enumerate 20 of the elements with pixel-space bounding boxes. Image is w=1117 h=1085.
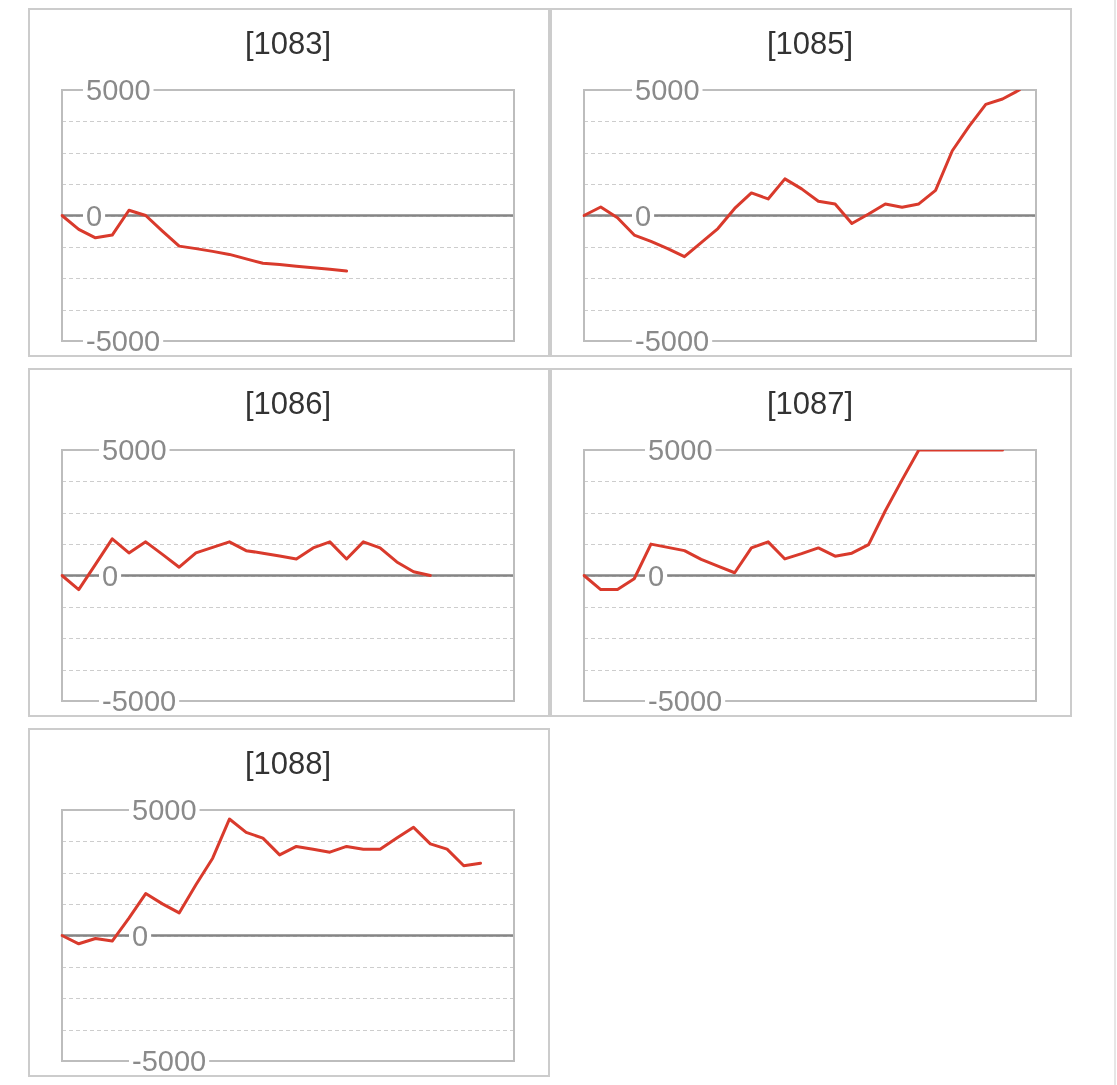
y-tick-label: 5000 [86,74,151,107]
chart-title: [1083] [244,25,332,61]
y-tick-label: 0 [635,199,652,232]
y-tick-label: -5000 [132,1045,207,1078]
y-tick-label: 0 [648,559,665,592]
y-tick-label: 0 [102,559,119,592]
y-tick-label: 0 [132,919,149,952]
y-tick-label: 5000 [102,434,167,467]
y-tick-label: 0 [86,199,103,232]
y-tick-label: -5000 [102,685,177,718]
y-tick-label: 5000 [635,74,700,107]
y-tick-label: -5000 [648,685,723,718]
chart-title: [1087] [766,385,854,421]
y-tick-label: -5000 [86,325,161,358]
y-tick-label: 5000 [132,794,197,827]
chart-title: [1086] [244,385,332,421]
chart-title: [1088] [244,745,332,781]
y-tick-label: -5000 [635,325,710,358]
y-tick-label: 5000 [648,434,713,467]
chart-title: [1085] [766,25,854,61]
